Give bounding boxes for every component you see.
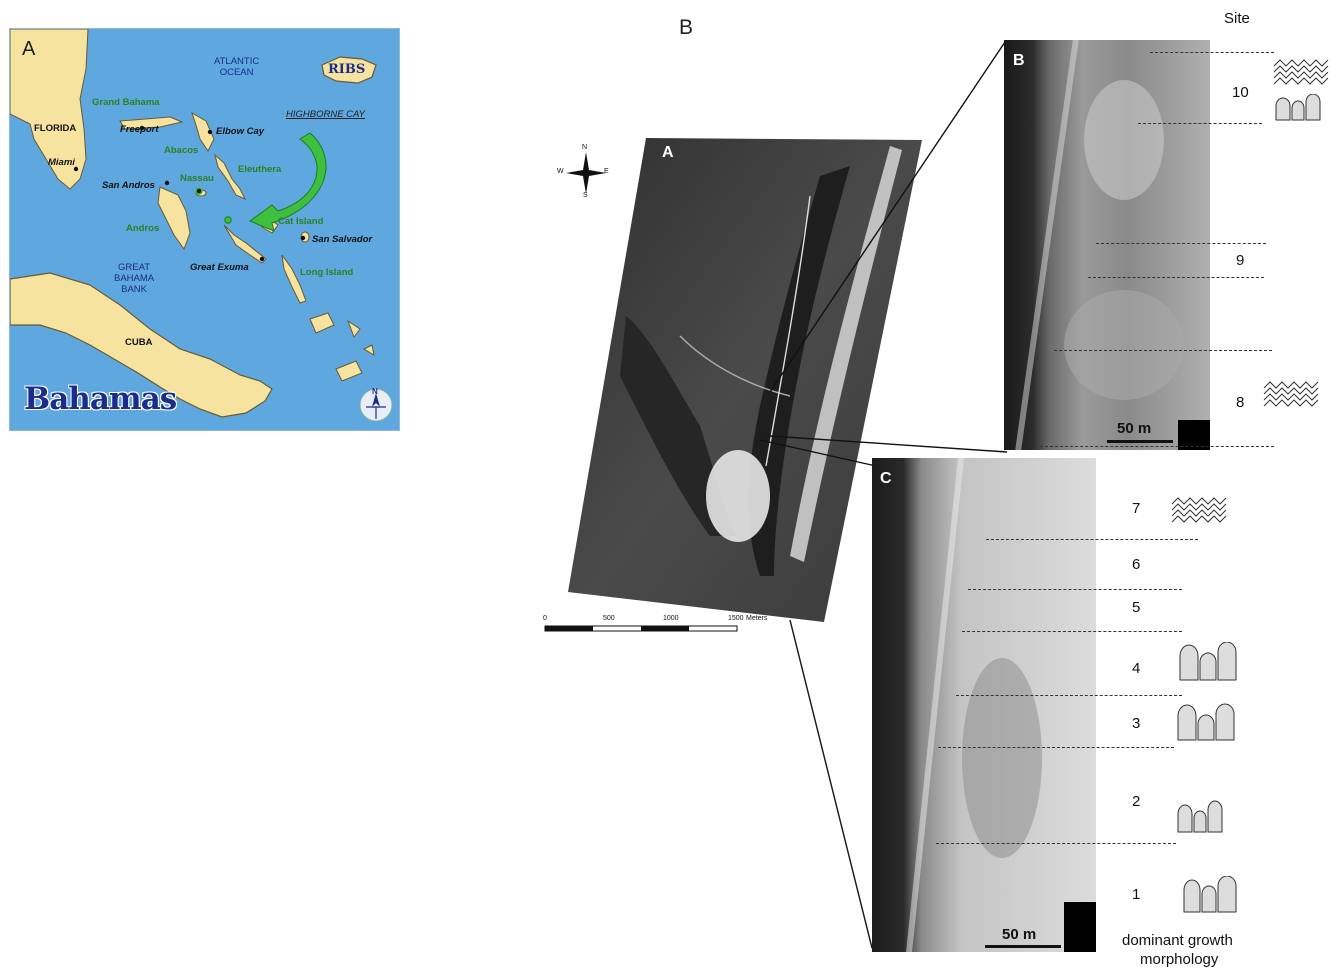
site-header: Site — [1224, 10, 1250, 27]
scalebar-tick-1500: 1500 — [728, 615, 744, 622]
map-label-eleuthera: Eleuthera — [238, 164, 282, 175]
map-label-elbow-cay: Elbow Cay — [216, 126, 265, 137]
site-number: 1 — [1132, 886, 1141, 903]
site-number: 8 — [1236, 394, 1245, 411]
inset-c-letter: C — [880, 470, 892, 487]
site-divider — [1150, 52, 1274, 53]
compass-n: N — [582, 144, 588, 151]
compass-s: S — [583, 192, 588, 199]
columnar-morphology-icon — [1275, 94, 1321, 121]
site-divider — [938, 747, 1174, 748]
site-divider — [1096, 243, 1266, 244]
inset-b-scalebar — [1107, 440, 1173, 443]
map-north-label: N — [372, 387, 378, 396]
inset-c-aerial — [872, 458, 1096, 952]
site-number: 6 — [1132, 556, 1141, 573]
bahamas-map: RIBS ATLANTIC OCEAN HIGHBORNE CAY FLORID… — [9, 28, 400, 431]
site-divider — [986, 539, 1198, 540]
map-label-long-island: Long Island — [300, 267, 354, 278]
morphology-caption-line1: dominant growth — [1122, 932, 1233, 949]
map-label-florida: FLORIDA — [34, 123, 77, 134]
map-label-freeport: Freeport — [120, 124, 159, 135]
scalebar-tick-0: 0 — [543, 615, 547, 622]
panel-b-letter: B — [679, 16, 694, 39]
inset-b-scale: 50 m — [1117, 420, 1152, 437]
map-label-san-andros: San Andros — [102, 180, 155, 191]
columnar-morphology-icon — [1179, 642, 1237, 681]
site-divider — [968, 589, 1182, 590]
ribs-badge: RIBS — [328, 62, 366, 77]
site-divider — [1040, 446, 1274, 447]
compass-e: E — [604, 168, 609, 175]
columnar-morphology-icon — [1183, 876, 1237, 913]
map-label-nassau: Nassau — [180, 173, 214, 184]
map-label-great-exuma: Great Exuma — [190, 262, 249, 273]
site-divider — [1054, 350, 1272, 351]
scalebar-tick-500: 500 — [603, 615, 615, 622]
morphology-caption-line2: morphology — [1140, 951, 1219, 968]
site-number: 4 — [1132, 660, 1141, 677]
columnar-morphology-icon — [1177, 800, 1223, 833]
ridged-morphology-icon — [1273, 59, 1329, 85]
inset-b-aerial — [1004, 40, 1210, 450]
map-label-andros: Andros — [126, 223, 160, 234]
map-label-san-salvador: San Salvador — [312, 234, 373, 245]
ridged-morphology-icon — [1171, 497, 1227, 523]
site-divider — [1138, 123, 1262, 124]
map-label-ocean: ATLANTIC OCEAN — [214, 56, 260, 78]
columnar-morphology-icon — [1177, 703, 1235, 741]
inset-c-scale: 50 m — [1002, 926, 1037, 943]
ridged-morphology-icon — [1263, 381, 1319, 407]
inset-c-scalebar — [985, 945, 1061, 948]
site-number: 2 — [1132, 793, 1141, 810]
map-label-bank: GREAT BAHAMA BANK — [114, 262, 155, 295]
site-number: 5 — [1132, 599, 1141, 616]
map-label-grand-bahama: Grand Bahama — [92, 97, 160, 108]
overview-aerial-image — [568, 138, 922, 622]
overview-scalebar — [544, 625, 738, 632]
map-label-cuba: CUBA — [125, 337, 153, 348]
site-divider — [936, 843, 1176, 844]
site-number: 3 — [1132, 715, 1141, 732]
map-title: Bahamas — [24, 381, 177, 417]
inset-b-letter: B — [1013, 52, 1025, 69]
map-label-highborne: HIGHBORNE CAY — [286, 109, 366, 120]
compass-rose-icon — [566, 152, 606, 194]
overview-letter: A — [662, 144, 674, 161]
compass-w: W — [557, 168, 564, 175]
map-label-miami: Miami — [48, 157, 75, 168]
site-divider — [1088, 277, 1264, 278]
site-number: 10 — [1232, 84, 1249, 101]
map-label-abacos: Abacos — [164, 145, 199, 156]
panel-a-letter: A — [22, 38, 36, 60]
scalebar-unit: Meters — [746, 615, 768, 622]
map-label-cat-island: Cat Island — [278, 216, 324, 227]
site-divider — [962, 631, 1182, 632]
scalebar-tick-1000: 1000 — [663, 615, 679, 622]
site-divider — [956, 695, 1182, 696]
site-number: 9 — [1236, 252, 1245, 269]
site-number: 7 — [1132, 500, 1141, 517]
map-landmasses — [10, 29, 393, 422]
